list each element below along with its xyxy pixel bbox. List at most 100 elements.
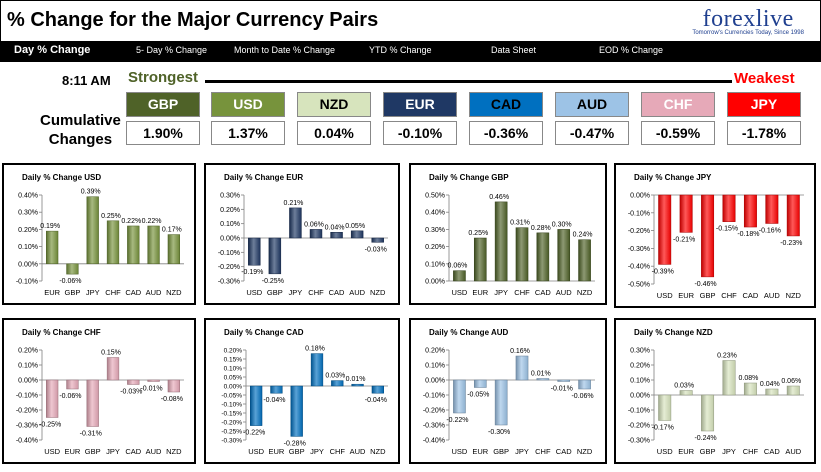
nav-ytd-change[interactable]: YTD % Change <box>369 45 432 55</box>
currency-name: CHF <box>641 92 715 117</box>
data-label: 0.22% <box>121 218 141 225</box>
bar-jpy <box>86 196 99 265</box>
data-label: -0.24% <box>694 435 716 442</box>
x-category-label: CAD <box>556 447 572 456</box>
nav-mtd-change[interactable]: Month to Date % Change <box>234 45 336 55</box>
data-label: 0.17% <box>162 227 182 234</box>
chart-usd: Daily % Change USD -0.10% 0.00% 0.10% 0.20% 0… <box>16 173 184 297</box>
x-category-label: USD <box>657 447 673 456</box>
bar-usd <box>46 379 59 418</box>
x-category-label: CHF <box>308 288 324 297</box>
y-tick-label: 0.10% <box>425 261 445 268</box>
y-tick-label: 0.20% <box>220 207 240 214</box>
currency-name: GBP <box>126 92 200 117</box>
x-category-label: NZD <box>166 288 182 297</box>
data-label: 0.03% <box>325 373 345 380</box>
data-label: 0.30% <box>552 221 572 228</box>
x-category-label: USD <box>44 447 60 456</box>
y-tick-label: 0.20% <box>18 227 38 234</box>
data-label: -0.31% <box>80 431 102 438</box>
data-label: 0.06% <box>447 263 467 270</box>
x-category-label: CAD <box>125 288 141 297</box>
x-category-label: GBP <box>65 288 81 297</box>
cumulative-label-line1: Cumulative <box>40 112 121 129</box>
x-category-label: EUR <box>269 447 285 456</box>
x-category-label: GBP <box>700 447 716 456</box>
y-tick-label: -0.30% <box>628 246 650 253</box>
data-label: -0.16% <box>759 227 781 234</box>
y-tick-label: -0.05% <box>221 393 242 400</box>
bar-usd <box>658 394 672 421</box>
y-tick-label: 0.20% <box>18 348 38 355</box>
bar-chf <box>536 378 550 381</box>
x-category-label: EUR <box>44 288 60 297</box>
data-label: 0.24% <box>573 232 593 239</box>
page-title: % Change for the Major Currency Pairs <box>7 9 379 31</box>
currency-cumulative-value: -1.78% <box>727 121 801 145</box>
bar-nzd <box>371 237 384 243</box>
bar-aud <box>765 194 779 224</box>
nav-5day-change[interactable]: 5- Day % Change <box>136 45 208 55</box>
x-category-label: EUR <box>472 288 488 297</box>
chart-title: Daily % Change NZD <box>634 328 713 337</box>
x-category-label: AUD <box>764 291 780 300</box>
y-tick-label: -0.20% <box>16 408 38 415</box>
y-tick-label: -0.10% <box>16 279 38 286</box>
chart-title: Daily % Change EUR <box>224 173 303 182</box>
bar-nzd <box>578 239 591 282</box>
y-tick-label: -0.10% <box>16 393 38 400</box>
y-tick-label: 0.05% <box>224 375 243 382</box>
currency-name: AUD <box>555 92 629 117</box>
x-category-label: JPY <box>515 447 529 456</box>
data-label: 0.25% <box>101 213 121 220</box>
data-label: 0.23% <box>717 353 737 360</box>
bar-jpy <box>722 360 736 396</box>
bar-chf <box>722 194 736 222</box>
chart-title: Daily % Change USD <box>22 173 101 182</box>
y-tick-label: 0.30% <box>18 210 38 217</box>
bar-nzd <box>167 234 180 265</box>
data-label: -0.01% <box>551 386 573 393</box>
y-tick-label: 0.30% <box>220 193 240 200</box>
chart-panel-usd: Daily % Change USD -0.10% 0.00% 0.10% 0.20% 0… <box>2 163 196 305</box>
y-tick-label: 0.00% <box>425 378 445 385</box>
y-tick-label: -0.10% <box>628 408 650 415</box>
y-tick-label: 0.10% <box>18 244 38 251</box>
x-category-label: AUD <box>349 288 365 297</box>
y-tick-label: -0.10% <box>628 210 650 217</box>
data-label: 0.01% <box>531 371 551 378</box>
y-tick-label: -0.20% <box>221 420 242 427</box>
x-category-label: CHF <box>535 447 551 456</box>
nav-day-change[interactable]: Day % Change <box>14 44 91 56</box>
y-tick-label: 0.20% <box>425 348 445 355</box>
y-tick-label: -0.30% <box>16 423 38 430</box>
currency-cumulative-value: -0.59% <box>641 121 715 145</box>
y-tick-label: -0.20% <box>423 408 445 415</box>
nav-eod-change[interactable]: EOD % Change <box>599 45 664 55</box>
data-label: 0.25% <box>468 230 488 237</box>
nav-data-sheet[interactable]: Data Sheet <box>491 45 537 55</box>
currency-cumulative-value: -0.47% <box>555 121 629 145</box>
cumulative-changes-label: Cumulative Changes <box>40 111 121 149</box>
data-label: 0.04% <box>760 381 780 388</box>
bar-usd <box>453 270 466 282</box>
x-category-label: EUR <box>65 447 81 456</box>
data-label: 0.31% <box>510 220 530 227</box>
data-label: 0.16% <box>510 348 530 355</box>
data-label: 0.06% <box>304 221 324 228</box>
data-label: -0.25% <box>39 422 61 429</box>
x-category-label: AUD <box>146 447 162 456</box>
y-tick-label: 0.15% <box>224 357 243 364</box>
data-label: 0.08% <box>738 375 758 382</box>
y-tick-label: -0.20% <box>628 228 650 235</box>
y-tick-label: 0.00% <box>18 261 38 268</box>
bar-chf <box>515 227 529 282</box>
bar-eur <box>679 390 693 396</box>
forexlive-logo[interactable]: forexlive Tomorrow's Currencies Today, S… <box>692 6 804 36</box>
chart-aud: Daily % Change AUD -0.40% -0.30% -0.20% -0.1… <box>423 328 595 456</box>
nav-bar: Day % Change 5- Day % Change Month to Da… <box>0 41 821 62</box>
bar-jpy <box>289 207 302 239</box>
chart-nzd: Daily % Change NZD -0.30% -0.20% -0.10% 0.00… <box>628 328 804 456</box>
currency-cumulative-value: 1.37% <box>211 121 285 145</box>
x-category-label: EUR <box>472 447 488 456</box>
